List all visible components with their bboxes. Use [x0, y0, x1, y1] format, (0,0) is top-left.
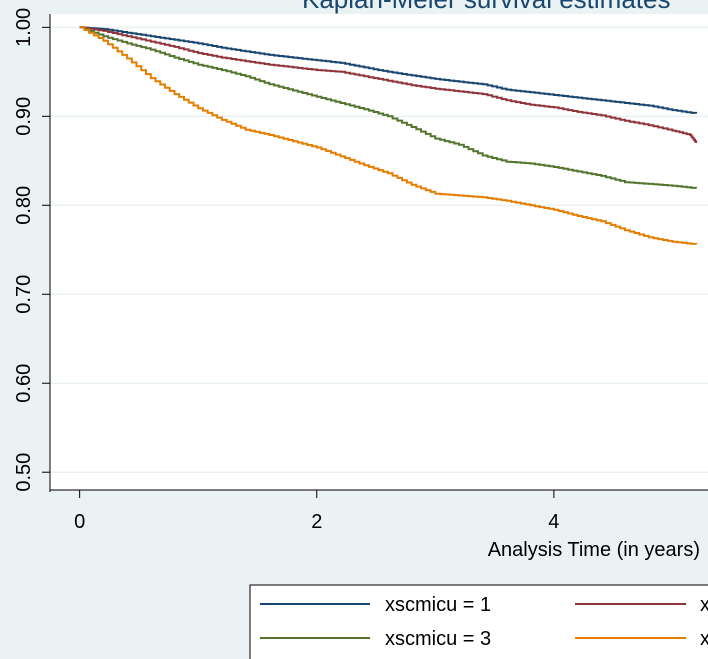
x-axis: 0 2 4 — [50, 489, 708, 533]
legend-label: xscmicu = 1 — [385, 594, 491, 616]
x-tick-label: 2 — [311, 511, 322, 533]
series-line — [79, 26, 698, 143]
y-tick-label: 0.90 — [13, 97, 35, 136]
y-tick-label: 0.60 — [13, 364, 35, 403]
y-tick-label: 0.50 — [13, 453, 35, 492]
legend-box — [249, 584, 708, 659]
y-tick-label: 0.70 — [13, 275, 35, 314]
y-tick-label: 0.80 — [13, 186, 35, 225]
legend: xscmicu = 1 xscmicu = 2 xscmicu = 3 xscmicu… — [249, 584, 708, 659]
series-line — [79, 26, 698, 245]
y-tick-label: 1.00 — [13, 8, 35, 47]
legend-label: xscmicu = 4 — [700, 628, 708, 650]
chart-title: Kaplan-Meier survival estimates — [302, 0, 670, 14]
grid-lines — [50, 26, 708, 473]
legend-label: xscmicu = 2 — [700, 594, 708, 616]
legend-label: xscmicu = 3 — [385, 628, 491, 650]
plot-area — [50, 14, 708, 490]
x-tick-label: 4 — [548, 511, 559, 533]
y-axis: 0.50 0.60 0.70 0.80 0.90 1.00 — [13, 8, 51, 492]
x-axis-title: Analysis Time (in years) — [488, 539, 700, 561]
series-group — [79, 26, 698, 245]
series-line — [79, 26, 698, 189]
x-tick-label: 0 — [74, 511, 85, 533]
series-line — [79, 26, 698, 114]
